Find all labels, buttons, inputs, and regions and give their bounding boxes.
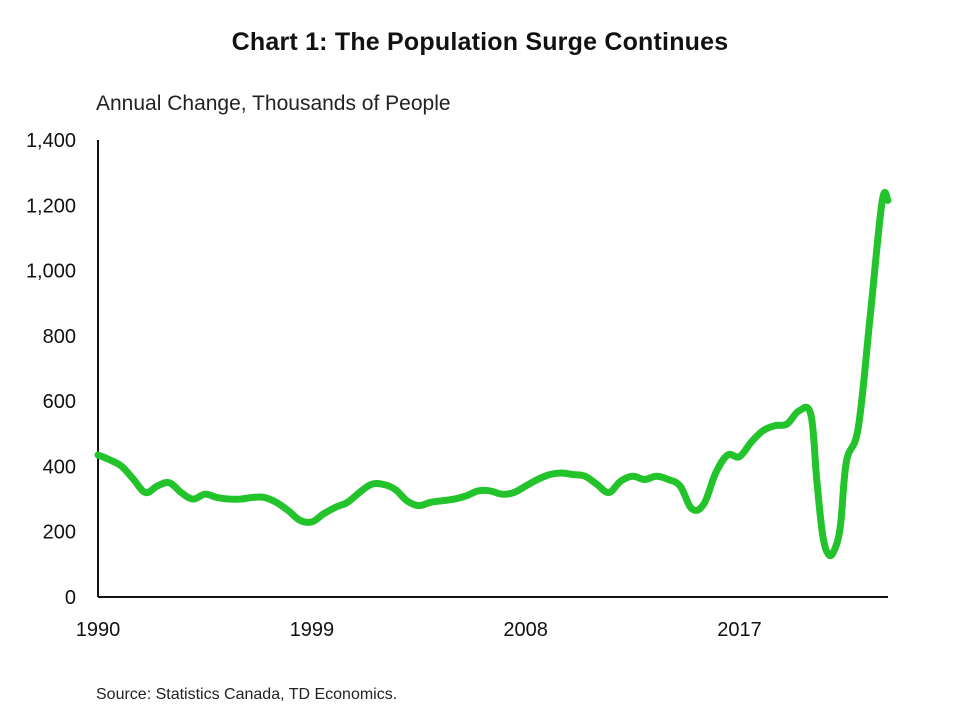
y-tick-label: 200 [43, 522, 76, 544]
y-tick-label: 1,400 [26, 130, 76, 152]
y-tick-label: 800 [43, 326, 76, 348]
y-axis-label: Annual Change, Thousands of People [96, 92, 451, 115]
source-note: Source: Statistics Canada, TD Economics. [96, 686, 398, 703]
y-tick-label: 400 [43, 456, 76, 478]
series-line-annual-change [94, 188, 892, 560]
x-tick-label: 2017 [717, 619, 762, 641]
x-tick-label: 1990 [76, 619, 121, 641]
x-tick-label: 1999 [290, 619, 335, 641]
y-tick-label: 0 [65, 587, 76, 609]
y-tick-label: 1,200 [26, 195, 76, 217]
y-tick-label: 1,000 [26, 261, 76, 283]
chart-title: Chart 1: The Population Surge Continues [231, 28, 729, 56]
axes-layer [97, 140, 888, 598]
x-tick-label: 2008 [503, 619, 548, 641]
y-tick-label: 600 [43, 391, 76, 413]
series-layer [94, 188, 892, 560]
ticks-layer: 0 200 400 600 800 1,000 1,200 1,400 1990 1999 2008… [26, 130, 762, 641]
